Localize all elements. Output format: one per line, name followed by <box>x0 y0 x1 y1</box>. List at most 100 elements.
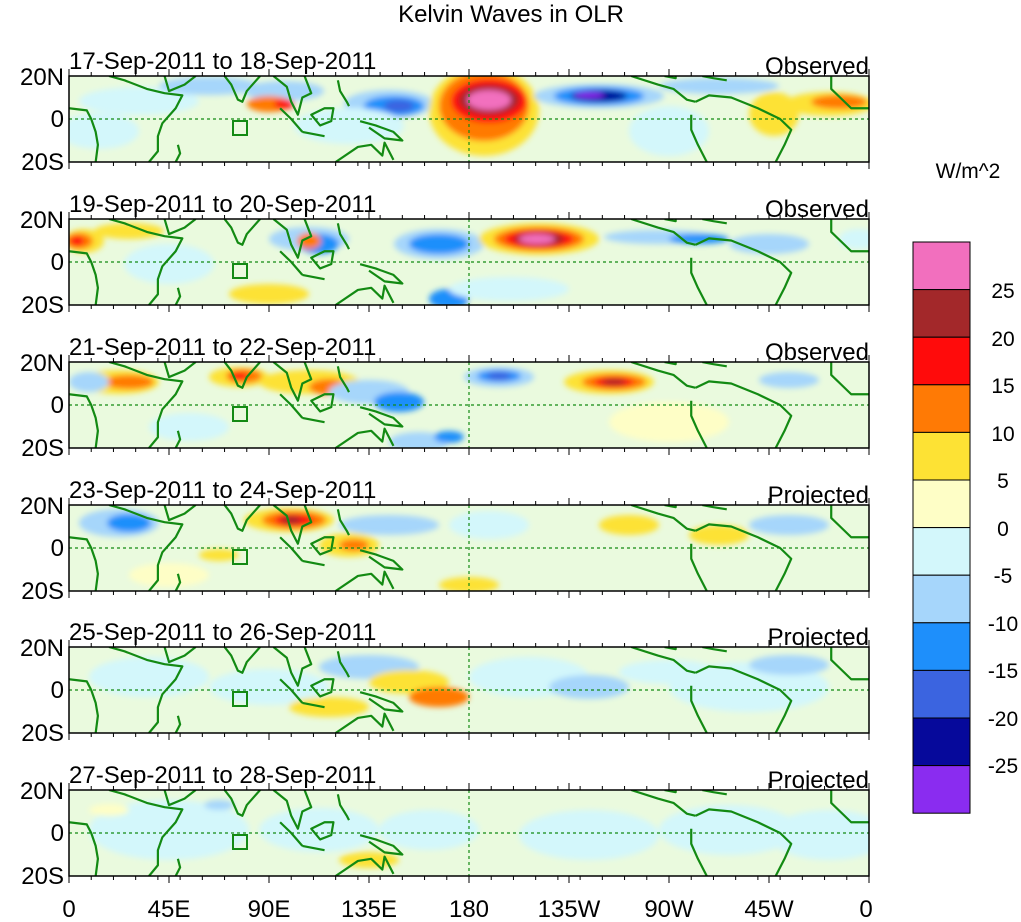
anomaly-contour <box>619 660 719 684</box>
map-panel: 25-Sep-2011 to 26-Sep-2011 Projected20N02… <box>20 619 870 747</box>
coastline <box>163 219 197 236</box>
coastline <box>690 257 708 305</box>
colorbar-units-label: W/m^2 <box>936 160 1001 183</box>
coastline <box>272 76 313 116</box>
x-axis: 0 45E 90E 135E 180 135W 90W 45W 0 <box>62 896 872 922</box>
coastline <box>695 380 793 448</box>
panel-date-range: 21-Sep-2011 to 22-Sep-2011 <box>69 334 376 361</box>
colorbar-label-3: 10 <box>991 423 1014 446</box>
anomaly-contour <box>339 539 369 551</box>
region-box-marker <box>232 406 248 422</box>
coastline <box>272 790 313 830</box>
region-box-marker <box>232 691 248 707</box>
anomaly-contour <box>107 514 151 532</box>
coastline <box>695 237 793 305</box>
coastline <box>174 715 182 733</box>
region-box-marker <box>232 549 248 565</box>
anomaly-contours <box>79 508 829 591</box>
map-panel: 27-Sep-2011 to 28-Sep-2011 Projected20N02… <box>20 762 870 890</box>
colorbar-label-10: -25 <box>988 755 1018 778</box>
coastline <box>310 536 335 556</box>
coastline <box>336 80 350 107</box>
colorbar: W/m^2 25 20 15 10 5 0 -5 -10 -15 -20 -25 <box>912 160 1018 814</box>
y-tick-label: 20N <box>20 207 64 234</box>
anomaly-contour <box>409 687 469 707</box>
coastline <box>630 647 696 674</box>
anomaly-contours <box>89 800 869 868</box>
map-panel: 17-Sep-2011 to 18-Sep-2011 Observed20N020… <box>20 48 870 176</box>
coastline <box>690 828 708 876</box>
coastline <box>223 76 261 103</box>
y-tick-label: 0 <box>51 677 64 704</box>
colorbar-swatch <box>912 289 971 338</box>
y-tick-label: 20S <box>21 578 64 605</box>
coastline <box>336 651 350 678</box>
coastline <box>223 362 261 389</box>
colorbar-swatch <box>912 241 971 291</box>
region-box-marker <box>232 263 248 279</box>
anomaly-contour <box>574 92 604 98</box>
coastline <box>336 223 350 250</box>
colorbar-label-9: -20 <box>988 708 1018 731</box>
anomaly-contour <box>629 106 709 156</box>
y-tick-label: 20N <box>20 64 64 91</box>
anomaly-contour <box>129 563 209 587</box>
coastline <box>302 844 325 852</box>
coastline <box>830 219 869 253</box>
anomaly-contour <box>609 402 729 442</box>
anomaly-contour <box>104 375 154 389</box>
colorbar-labels: 25 20 15 10 5 0 -5 -10 -15 -20 -25 <box>988 280 1018 778</box>
anomaly-contour <box>487 372 511 380</box>
coastline <box>69 250 99 305</box>
coastline <box>630 219 696 246</box>
y-tick-label: 20S <box>21 720 64 747</box>
map-panel: 19-Sep-2011 to 20-Sep-2011 Observed20N020… <box>20 191 870 319</box>
anomaly-contour <box>149 413 229 441</box>
coastlines <box>69 505 869 591</box>
coastline <box>310 107 335 127</box>
anomaly-field <box>69 219 869 305</box>
coastline <box>335 570 395 591</box>
anomaly-contour <box>449 511 529 539</box>
coastline <box>336 509 350 536</box>
colorbar-swatch <box>912 574 971 624</box>
coastline <box>336 366 350 393</box>
region-box-marker <box>232 834 248 850</box>
panel-date-range: 19-Sep-2011 to 20-Sep-2011 <box>69 191 376 218</box>
coastline <box>830 76 869 110</box>
anomaly-contour <box>409 234 469 254</box>
coastline <box>69 821 99 876</box>
panel-ticks <box>68 69 870 169</box>
anomaly-field <box>69 76 869 162</box>
coastline <box>108 76 184 162</box>
anomaly-contour <box>89 657 209 697</box>
colorbar-label-2: 15 <box>991 375 1014 398</box>
coastline <box>359 120 404 142</box>
anomaly-contour <box>839 229 869 249</box>
colorbar-swatch <box>912 336 971 386</box>
anomaly-contour <box>659 805 799 855</box>
x-tick-label-8: 0 <box>859 896 872 922</box>
coastline <box>695 94 793 162</box>
coastline <box>310 250 335 270</box>
coastline <box>302 416 325 424</box>
coastline <box>630 790 696 817</box>
coastline <box>630 362 696 389</box>
coastline <box>310 821 335 841</box>
colorbar-swatch <box>912 384 971 433</box>
colorbar-label-6: -5 <box>994 565 1013 588</box>
coastline <box>272 219 313 259</box>
coastline <box>174 144 182 162</box>
coastline <box>69 678 99 733</box>
coastline <box>272 647 313 687</box>
anomaly-contour <box>659 78 779 94</box>
x-tick-label-1: 45E <box>148 896 191 922</box>
colorbar-swatch <box>912 717 971 767</box>
panel-date-range: 23-Sep-2011 to 24-Sep-2011 <box>69 477 376 504</box>
map-panel: 21-Sep-2011 to 22-Sep-2011 Observed20N020… <box>20 334 870 462</box>
coastline <box>690 400 708 448</box>
x-tick-label-0: 0 <box>62 896 75 922</box>
panel-ticks <box>68 640 870 740</box>
anomaly-contour <box>811 95 867 109</box>
